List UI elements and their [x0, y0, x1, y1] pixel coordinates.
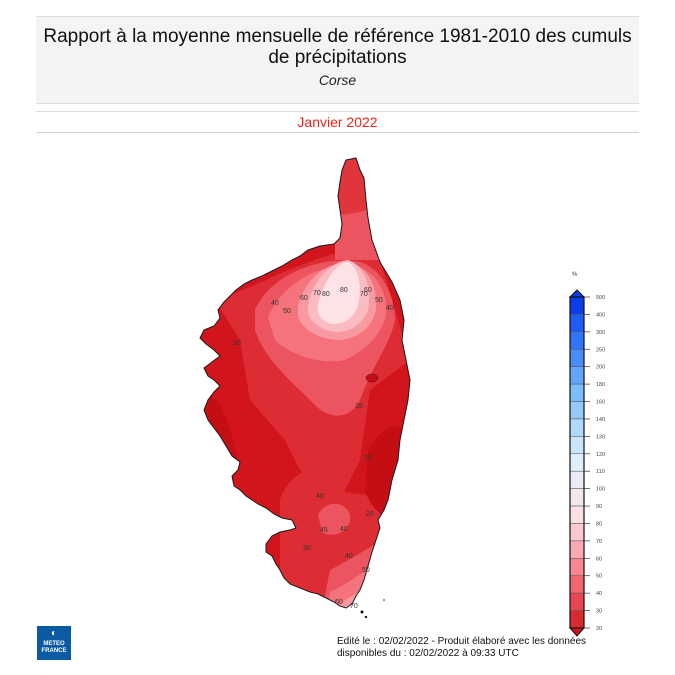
legend-tick-label: 60 [596, 556, 602, 562]
period-panel: Janvier 2022 [36, 111, 639, 133]
contour-label: 35 [355, 403, 363, 410]
legend-tick-label: 90 [596, 504, 602, 510]
legend-band [569, 383, 585, 402]
title-panel: Rapport à la moyenne mensuelle de référe… [36, 16, 639, 104]
contour-label: 40 [340, 526, 348, 533]
legend-tick-label: 30 [596, 609, 602, 615]
footer-data-date: disponibles du : 02/02/2022 à 09:33 UTC [337, 648, 519, 659]
legend-band [569, 505, 585, 524]
contour-label: 30 [233, 340, 241, 347]
footer-note: Edité le : 02/02/2022 - Produit élaboré … [337, 636, 586, 660]
contour-label: 70 [313, 290, 321, 297]
meteo-france-logo: ◐ METEO FRANCE [37, 626, 71, 660]
contour-label: 40 [271, 300, 279, 307]
legend-band [569, 558, 585, 576]
contour-label: 40 [316, 493, 324, 500]
legend-tick-label: 140 [596, 417, 605, 423]
legend-band [569, 314, 585, 333]
contour-label: 50 [375, 297, 383, 304]
color-scale-legend: % 500 400 300 250 200 180 160 140 130 120 110 100 90… [560, 268, 620, 648]
legend-band [569, 331, 585, 350]
legend-band [569, 488, 585, 507]
legend-band [569, 470, 585, 489]
legend-band [569, 436, 585, 455]
legend-band [569, 366, 585, 385]
legend-tick-label: 20 [596, 626, 602, 632]
legend-tick-label: 70 [596, 539, 602, 545]
legend-tick-label: 160 [596, 400, 605, 406]
legend-unit: % [572, 272, 578, 278]
legend-tick-label: 40 [596, 591, 602, 597]
contour-label: 30 [303, 545, 311, 552]
map-title-line2: de précipitations [268, 47, 407, 68]
contour-label: 80 [322, 291, 330, 298]
region-subtitle: Corse [318, 72, 357, 88]
contour-label: 70 [350, 603, 358, 610]
legend-tick-label: 80 [596, 521, 602, 527]
contour-label: 50 [283, 308, 291, 315]
contour-label: 40 [386, 305, 394, 312]
contour-label: 50 [362, 567, 370, 574]
legend-band [569, 453, 585, 472]
contour-label: 40 [345, 553, 353, 560]
legend-band [569, 401, 585, 420]
legend-tick-label: 300 [596, 330, 605, 336]
legend-tick-label: 50 [596, 574, 602, 580]
contour-label: 70 [360, 291, 368, 298]
contour-label: 60 [364, 287, 372, 294]
legend-band [569, 610, 585, 629]
legend-tick-label: 500 [596, 295, 605, 301]
legend-band [569, 349, 585, 367]
map-title-line1: Rapport à la moyenne mensuelle de référe… [43, 26, 632, 47]
legend-band [569, 575, 585, 594]
legend-tick-label: 180 [596, 382, 605, 388]
legend-band [569, 592, 585, 611]
period-label: Janvier 2022 [297, 114, 378, 130]
legend-tick-label: 120 [596, 452, 605, 458]
contour-label: 60 [300, 295, 308, 302]
contour-label: 20 [366, 511, 374, 518]
footer-edit-date: Edité le : 02/02/2022 - Produit élaboré … [337, 636, 587, 647]
legend-tick-label: 200 [596, 365, 605, 371]
contour-label: 80 [340, 287, 348, 294]
legend-tick-label: 100 [596, 487, 605, 493]
meteo-france-logo-icon: ◐ [50, 628, 58, 639]
contour-label: 45 [320, 527, 328, 534]
legend-band [569, 418, 585, 437]
legend-tick-label: 400 [596, 312, 605, 318]
contour-label: 20 [364, 455, 372, 462]
contour-label: 60 [335, 599, 343, 606]
legend-band [569, 296, 585, 315]
legend-band [569, 540, 585, 559]
legend-tick-label: 250 [596, 347, 605, 353]
legend-band [569, 523, 585, 542]
legend-tick-label: 130 [596, 434, 605, 440]
legend-tick-label: 110 [596, 469, 605, 475]
